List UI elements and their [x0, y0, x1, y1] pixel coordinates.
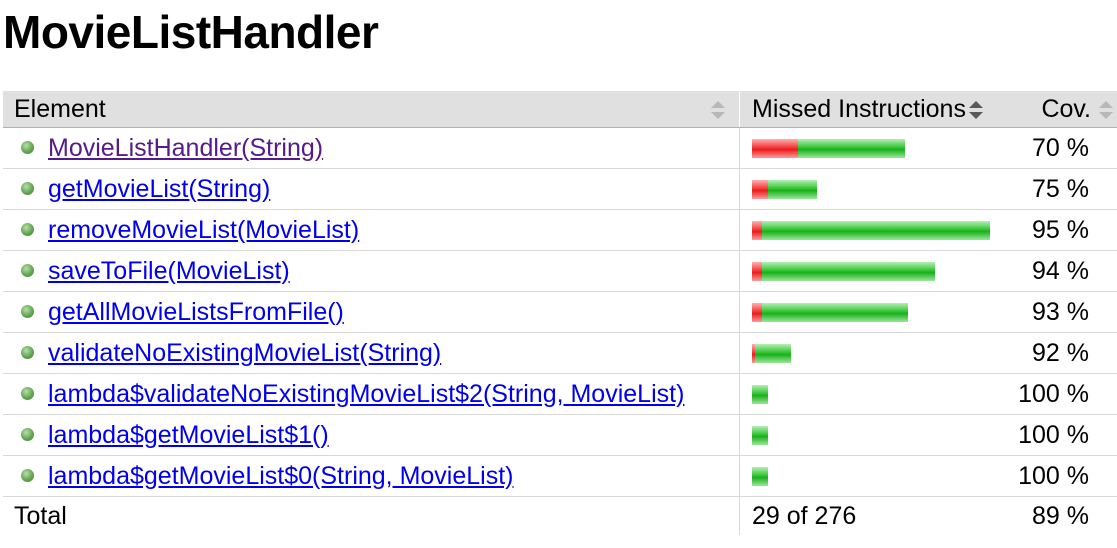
table-row: removeMovieList(MovieList) 95 %	[3, 209, 1117, 251]
coverage-table: Element Missed Instructions Cov. MovieLi…	[3, 91, 1117, 535]
element-cell: saveToFile(MovieList)	[3, 250, 740, 292]
coverage-bar	[752, 466, 1011, 486]
page-title: MovieListHandler	[3, 6, 379, 58]
method-link[interactable]: lambda$validateNoExistingMovieList$2(Str…	[48, 379, 685, 408]
missed-bar-segment	[752, 179, 768, 199]
method-link[interactable]: getAllMovieListsFromFile()	[48, 297, 344, 326]
table-row: lambda$validateNoExistingMovieList$2(Str…	[3, 373, 1117, 415]
element-cell: validateNoExistingMovieList(String)	[3, 332, 740, 374]
method-icon	[21, 305, 34, 319]
method-icon	[21, 223, 34, 237]
covered-bar-segment	[755, 343, 791, 363]
covered-bar-segment	[768, 179, 817, 199]
element-cell: removeMovieList(MovieList)	[3, 209, 740, 251]
method-icon	[21, 264, 34, 278]
method-link[interactable]: getMovieList(String)	[48, 174, 271, 203]
coverage-percent: 100 %	[1011, 373, 1117, 415]
coverage-bar	[752, 343, 1011, 363]
element-cell: lambda$validateNoExistingMovieList$2(Str…	[3, 373, 740, 415]
covered-bar-segment	[762, 302, 908, 322]
missed-instructions-cell	[739, 414, 1011, 456]
missed-instructions-cell	[739, 373, 1011, 415]
coverage-header-label: Cov.	[1041, 94, 1091, 123]
missed-header-label: Missed Instructions	[752, 94, 966, 123]
method-link[interactable]: lambda$getMovieList$0(String, MovieList)	[48, 461, 514, 490]
element-cell: lambda$getMovieList$0(String, MovieList)	[3, 455, 740, 497]
coverage-percent: 95 %	[1011, 209, 1117, 251]
covered-bar-segment	[752, 466, 768, 486]
coverage-percent: 70 %	[1011, 127, 1117, 169]
coverage-column-header[interactable]: Cov.	[1011, 91, 1117, 128]
coverage-percent: 92 %	[1011, 332, 1117, 374]
missed-instructions-cell	[739, 455, 1011, 497]
coverage-bar	[752, 220, 1011, 240]
coverage-percent: 94 %	[1011, 250, 1117, 292]
missed-bar-segment	[752, 302, 762, 322]
table-row: lambda$getMovieList$0(String, MovieList)…	[3, 455, 1117, 497]
coverage-bar	[752, 302, 1011, 322]
method-link[interactable]: validateNoExistingMovieList(String)	[48, 338, 442, 367]
missed-instructions-cell	[739, 291, 1011, 333]
missed-instructions-cell	[739, 332, 1011, 374]
method-link[interactable]: MovieListHandler(String)	[48, 133, 324, 162]
coverage-percent: 75 %	[1011, 168, 1117, 210]
table-row: getMovieList(String) 75 %	[3, 168, 1117, 210]
method-icon	[21, 182, 34, 196]
table-row: validateNoExistingMovieList(String) 92 %	[3, 332, 1117, 374]
sort-icon[interactable]	[711, 101, 725, 119]
missed-instructions-column-header[interactable]: Missed Instructions	[739, 91, 1011, 128]
element-cell: getAllMovieListsFromFile()	[3, 291, 740, 333]
table-header: Element Missed Instructions Cov.	[3, 91, 1117, 128]
total-coverage: 89 %	[1032, 501, 1089, 530]
sort-icon[interactable]	[1099, 101, 1113, 119]
method-icon	[21, 346, 34, 360]
missed-instructions-cell	[739, 168, 1011, 210]
table-row: MovieListHandler(String) 70 %	[3, 127, 1117, 169]
method-icon	[21, 428, 34, 442]
covered-bar-segment	[762, 261, 935, 281]
missed-instructions-cell	[739, 209, 1011, 251]
table-footer: Total 29 of 276 89 %	[3, 496, 1117, 535]
missed-bar-segment	[752, 220, 762, 240]
sort-descending-icon[interactable]	[968, 100, 983, 119]
coverage-bar	[752, 425, 1011, 445]
missed-bar-segment	[752, 138, 798, 158]
covered-bar-segment	[798, 138, 905, 158]
missed-bar-segment	[752, 343, 755, 363]
element-cell: MovieListHandler(String)	[3, 127, 740, 169]
missed-bar-segment	[752, 261, 762, 281]
coverage-percent: 100 %	[1011, 414, 1117, 456]
method-link[interactable]: removeMovieList(MovieList)	[48, 215, 360, 244]
method-icon	[21, 141, 34, 155]
covered-bar-segment	[752, 384, 768, 404]
total-label: Total	[14, 501, 67, 530]
covered-bar-segment	[762, 220, 990, 240]
table-row: getAllMovieListsFromFile() 93 %	[3, 291, 1117, 333]
table-body: MovieListHandler(String) 70 % getMovieList…	[3, 127, 1117, 497]
coverage-percent: 93 %	[1011, 291, 1117, 333]
coverage-bar	[752, 138, 1011, 158]
element-header-label: Element	[14, 94, 106, 123]
table-row: lambda$getMovieList$1() 100 %	[3, 414, 1117, 456]
method-icon	[21, 469, 34, 483]
method-link[interactable]: saveToFile(MovieList)	[48, 256, 290, 285]
element-column-header[interactable]: Element	[3, 91, 740, 128]
missed-instructions-cell	[739, 127, 1011, 169]
coverage-bar	[752, 261, 1011, 281]
table-row: saveToFile(MovieList) 94 %	[3, 250, 1117, 292]
total-missed-instructions: 29 of 276	[739, 496, 1011, 535]
element-cell: lambda$getMovieList$1()	[3, 414, 740, 456]
element-cell: getMovieList(String)	[3, 168, 740, 210]
covered-bar-segment	[752, 425, 768, 445]
missed-instructions-cell	[739, 250, 1011, 292]
method-icon	[21, 387, 34, 401]
coverage-bar	[752, 179, 1011, 199]
method-link[interactable]: lambda$getMovieList$1()	[48, 420, 329, 449]
coverage-percent: 100 %	[1011, 455, 1117, 497]
coverage-bar	[752, 384, 1011, 404]
